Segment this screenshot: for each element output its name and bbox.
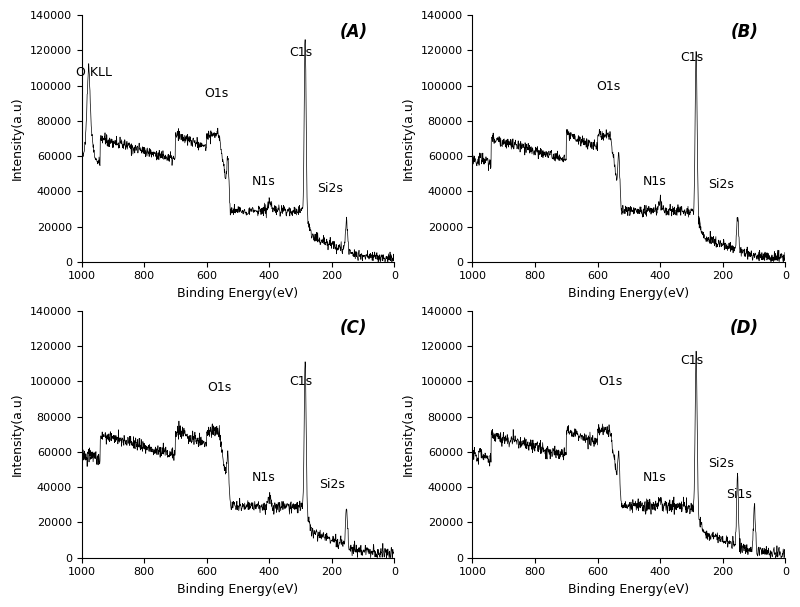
X-axis label: Binding Energy(eV): Binding Energy(eV): [178, 287, 298, 300]
Text: C1s: C1s: [680, 52, 703, 64]
Text: O1s: O1s: [204, 87, 228, 100]
Text: (B): (B): [730, 24, 758, 41]
Y-axis label: Intensity(a.u): Intensity(a.u): [11, 97, 24, 180]
Text: O1s: O1s: [207, 381, 231, 394]
Text: (D): (D): [730, 319, 759, 337]
Text: O1s: O1s: [598, 376, 622, 388]
Text: C1s: C1s: [289, 46, 312, 59]
Text: O KLL: O KLL: [76, 66, 112, 78]
X-axis label: Binding Energy(eV): Binding Energy(eV): [568, 583, 690, 596]
Text: Si2s: Si2s: [708, 178, 734, 191]
Text: Si2s: Si2s: [318, 182, 343, 195]
Text: N1s: N1s: [642, 470, 666, 484]
Text: O1s: O1s: [597, 80, 621, 93]
Text: N1s: N1s: [252, 470, 275, 484]
Text: (A): (A): [340, 24, 368, 41]
X-axis label: Binding Energy(eV): Binding Energy(eV): [178, 583, 298, 596]
Y-axis label: Intensity(a.u): Intensity(a.u): [11, 393, 24, 476]
Y-axis label: Intensity(a.u): Intensity(a.u): [402, 393, 415, 476]
Text: N1s: N1s: [252, 175, 275, 188]
Text: Si2s: Si2s: [319, 478, 345, 490]
Text: Si2s: Si2s: [708, 456, 734, 470]
Text: N1s: N1s: [642, 175, 666, 188]
Text: Si1s: Si1s: [726, 488, 752, 501]
Text: (C): (C): [340, 319, 367, 337]
Text: C1s: C1s: [680, 354, 703, 367]
X-axis label: Binding Energy(eV): Binding Energy(eV): [568, 287, 690, 300]
Y-axis label: Intensity(a.u): Intensity(a.u): [402, 97, 415, 180]
Text: C1s: C1s: [289, 376, 312, 388]
